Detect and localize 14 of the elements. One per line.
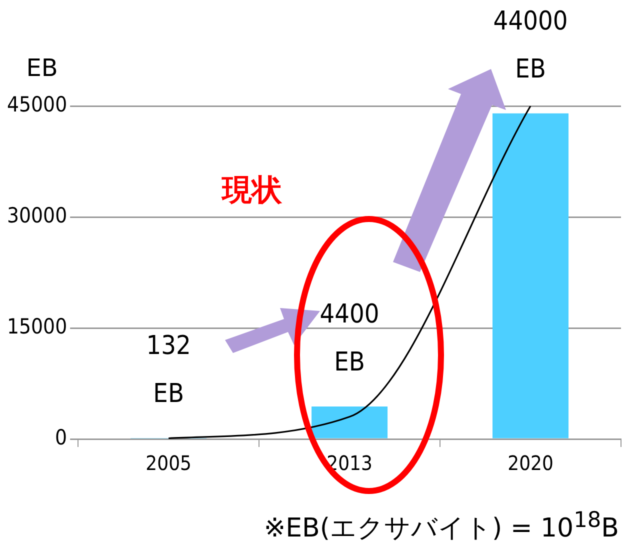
y-tick-label: 30000 xyxy=(6,203,68,228)
data-label: 132 EB xyxy=(146,331,191,410)
y-axis-title: EB xyxy=(26,54,58,82)
bar xyxy=(492,113,569,438)
y-tick-label: 0 xyxy=(55,425,68,450)
y-tick-label: 15000 xyxy=(6,314,68,338)
x-tick-label: 2020 xyxy=(508,451,554,476)
bar xyxy=(312,406,388,438)
data-label: 44000 EB xyxy=(493,6,568,84)
data-label: 4400 EB xyxy=(320,299,380,378)
text: ※EB(エクサバイト) = 10$^{18}$B xyxy=(264,508,619,545)
annotation: 現状 xyxy=(222,172,282,210)
x-tick-label: 2005 xyxy=(146,451,192,476)
y-tick-label: 45000 xyxy=(6,92,68,116)
